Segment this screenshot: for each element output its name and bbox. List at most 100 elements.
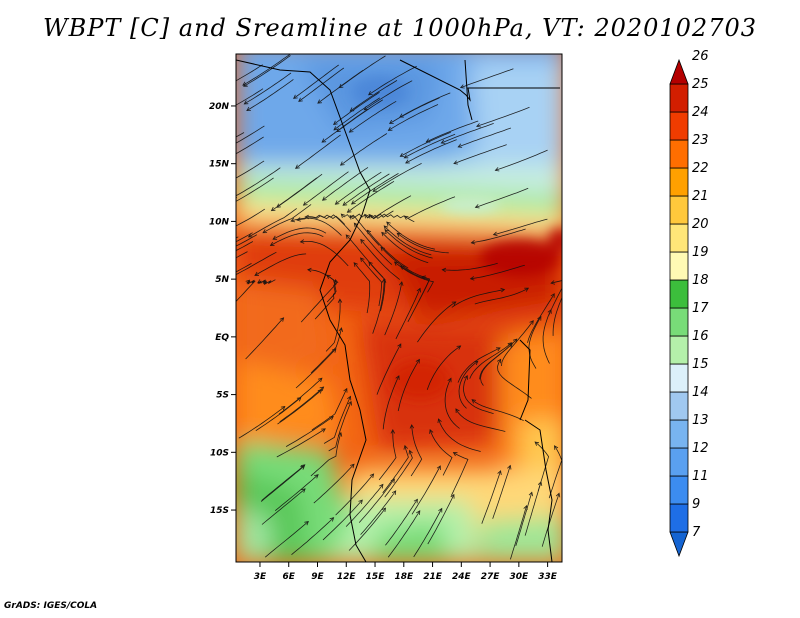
streamline — [347, 180, 395, 213]
lon-label: 18E — [394, 572, 414, 582]
streamline-arrow — [413, 498, 418, 504]
streamline-arrow — [450, 493, 455, 499]
streamline-arrow — [372, 187, 378, 192]
streamline-arrow — [307, 267, 312, 273]
streamline-arrow — [346, 208, 352, 213]
streamline — [349, 100, 397, 133]
streamline-arrow — [436, 465, 441, 471]
streamline-arrow — [296, 397, 302, 402]
streamline — [407, 276, 431, 322]
colorbar-swatch — [669, 447, 689, 477]
streamline — [426, 345, 461, 390]
streamline — [248, 208, 297, 238]
streamline-arrow — [403, 444, 408, 450]
streamline — [399, 92, 451, 118]
streamline — [410, 424, 423, 477]
streamline — [236, 251, 248, 259]
streamline — [378, 429, 397, 481]
streamline — [441, 123, 494, 144]
lon-label: 33E — [538, 572, 558, 582]
streamline-arrow — [463, 375, 468, 380]
streamline — [236, 241, 254, 252]
streamline-arrow — [451, 301, 457, 306]
streamline — [438, 418, 481, 452]
streamline-arrow — [317, 377, 323, 383]
streamline — [383, 225, 432, 256]
lat-label: EQ — [215, 333, 229, 343]
streamline — [386, 221, 435, 250]
streamline — [453, 144, 507, 164]
streamline — [360, 257, 383, 306]
colorbar-swatch — [669, 531, 689, 558]
streamline-arrow — [247, 233, 253, 238]
streamline-arrow — [379, 483, 384, 489]
streamline-arrow — [529, 320, 534, 325]
streamline — [360, 490, 397, 535]
streamline — [353, 222, 393, 265]
streamline-arrow — [295, 164, 300, 169]
streamline — [236, 167, 281, 197]
streamline — [493, 218, 548, 236]
streamline — [382, 375, 400, 430]
streamline — [548, 280, 562, 316]
streamline — [236, 263, 252, 273]
streamline — [384, 450, 413, 498]
streamline-arrow — [397, 343, 402, 348]
streamline-arrow — [421, 275, 427, 280]
streamline-arrow — [338, 83, 344, 89]
lat-label: 10S — [210, 448, 229, 458]
streamline-arrow — [314, 474, 319, 479]
streamline-arrow — [388, 119, 394, 124]
colorbar-label: 19 — [692, 245, 709, 260]
streamline — [333, 91, 380, 125]
streamline — [429, 429, 453, 476]
streamline — [310, 432, 342, 477]
colorbar-swatch — [669, 223, 689, 253]
streamline-arrow — [317, 389, 323, 394]
streamline — [305, 214, 351, 233]
streamline-arrow — [302, 201, 308, 206]
streamline-arrow — [257, 279, 262, 284]
streamline — [314, 274, 337, 320]
streamline-arrow — [476, 123, 481, 128]
streamline — [380, 246, 428, 279]
streamline — [475, 187, 529, 208]
streamline — [291, 517, 334, 556]
streamline — [285, 416, 334, 447]
streamline — [293, 64, 339, 99]
streamline — [262, 204, 312, 234]
lat-label: 20N — [209, 102, 230, 112]
streamline — [353, 262, 371, 314]
colorbar-label: 25 — [692, 77, 709, 92]
streamline — [349, 210, 394, 220]
streamline — [510, 505, 527, 560]
grads-credit: GrADS: IGES/COLA — [4, 601, 98, 611]
streamline — [345, 484, 384, 527]
streamline — [481, 470, 501, 524]
streamline — [451, 289, 505, 308]
colorbar-swatch — [669, 139, 689, 169]
streamline — [552, 296, 562, 336]
streamline-arrow — [494, 167, 500, 172]
streamline-arrow — [243, 82, 248, 87]
streamline — [426, 120, 479, 143]
lat-label: 10N — [209, 217, 230, 227]
colorbar-swatch — [669, 419, 689, 449]
streamline — [372, 163, 422, 192]
streamline-arrow — [298, 97, 303, 102]
streamline — [397, 359, 420, 412]
streamline-arrow — [386, 221, 391, 227]
streamline-arrow — [353, 262, 358, 267]
streamline-arrow — [550, 293, 555, 298]
streamline — [395, 288, 421, 340]
streamline-arrow — [360, 257, 365, 262]
streamline — [470, 264, 525, 280]
streamline-arrow — [537, 481, 543, 486]
streamline — [411, 465, 441, 515]
streamline-arrow — [471, 399, 477, 404]
colorbar-label: 22 — [692, 161, 709, 176]
streamline — [278, 377, 323, 415]
streamline — [460, 68, 514, 88]
streamline-arrow — [390, 429, 396, 434]
streamline — [300, 241, 349, 267]
